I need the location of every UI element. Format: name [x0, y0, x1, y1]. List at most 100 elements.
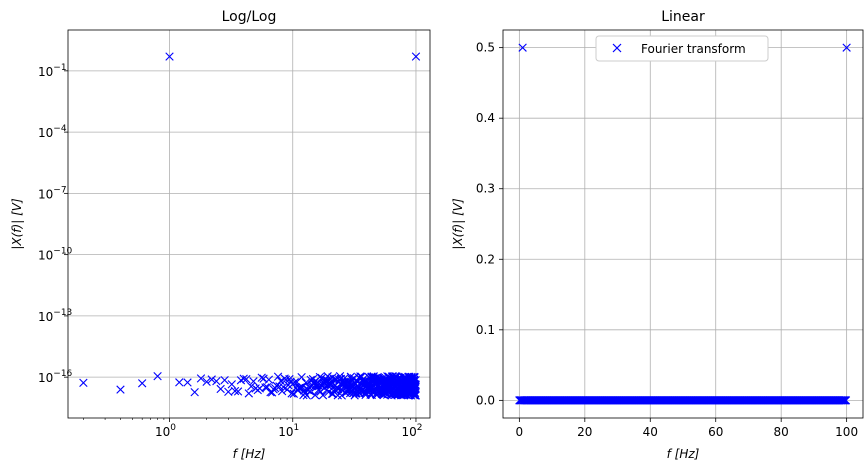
linear-axes-frame — [503, 30, 863, 418]
loglog-data-point — [175, 378, 184, 387]
loglog-y-tick-exponent: −4 — [53, 124, 67, 134]
loglog-data-point — [244, 389, 253, 398]
legend-marker — [612, 43, 622, 53]
loglog-peak-point — [411, 52, 421, 61]
loglog-data-point — [249, 377, 258, 386]
loglog-axes-frame — [68, 30, 430, 418]
loglog-data-point — [183, 378, 192, 387]
loglog-y-tick-exponent: −10 — [53, 247, 72, 257]
linear-tick-labels: 0 20 40 60 80 100 0.0 0.1 0.2 0.3 0.4 0.5 — [476, 41, 858, 439]
loglog-data-point — [281, 375, 291, 384]
loglog-data-point — [190, 387, 199, 397]
loglog-data-point — [270, 384, 280, 393]
loglog-data-point — [411, 391, 421, 400]
loglog-axes-border — [67, 29, 431, 419]
legend: Fourier transform — [595, 35, 769, 62]
loglog-gridlines — [68, 30, 430, 418]
loglog-data-point — [242, 374, 251, 384]
linear-peak-point — [518, 43, 527, 52]
loglog-y-tick-exponent: −13 — [53, 308, 72, 318]
legend-box — [595, 35, 769, 62]
loglog-x-tick-label: 101 — [278, 423, 299, 439]
loglog-data-point — [411, 382, 420, 391]
loglog-data-point — [411, 384, 420, 393]
loglog-data-point — [207, 375, 216, 384]
loglog-y-tick-exponent: −16 — [53, 369, 72, 379]
loglog-data-point — [297, 373, 306, 382]
loglog-y-tick-exponent: −7 — [53, 185, 66, 195]
legend-label: Fourier transform — [641, 42, 746, 56]
loglog-data-point — [287, 389, 296, 398]
linear-data-points — [515, 43, 851, 405]
loglog-data-point — [224, 387, 233, 396]
linear-tick-marks — [499, 47, 848, 422]
loglog-data-point — [279, 382, 288, 392]
linear-y-tick-label: 0.1 — [476, 323, 495, 337]
loglog-data-point — [318, 391, 328, 400]
loglog-y-tick-exponent: −1 — [53, 63, 66, 73]
linear-data-point — [841, 396, 851, 405]
loglog-data-point — [216, 384, 225, 394]
linear-y-tick-label: 0.2 — [476, 252, 495, 266]
loglog-data-point — [273, 372, 283, 381]
linear-axes-border — [502, 29, 864, 419]
loglog-y-tick-label: 10−13 — [38, 308, 72, 324]
loglog-ylabel: |X(f)| [V] — [10, 198, 24, 250]
loglog-x-tick-exponent: 1 — [294, 423, 300, 433]
linear-peak-point — [842, 43, 851, 52]
loglog-data-point — [259, 374, 268, 383]
loglog-title: Log/Log — [222, 9, 277, 25]
loglog-data-points — [79, 52, 421, 400]
loglog-data-point — [79, 378, 88, 388]
loglog-data-point — [116, 385, 125, 394]
loglog-data-point — [233, 387, 243, 396]
loglog-data-point — [196, 374, 206, 383]
loglog-xlabel: f [Hz] — [233, 447, 266, 461]
linear-y-tick-label: 0.4 — [476, 111, 495, 125]
loglog-data-point — [246, 382, 256, 391]
loglog-data-point — [315, 372, 325, 382]
loglog-data-point — [411, 380, 420, 390]
loglog-y-tick-label: 10−4 — [38, 124, 67, 140]
linear-x-tick-label: 60 — [708, 425, 723, 439]
loglog-x-tick-label: 102 — [401, 423, 422, 439]
loglog-data-point — [310, 390, 320, 400]
loglog-data-point — [220, 375, 229, 385]
linear-y-tick-label: 0.3 — [476, 182, 495, 196]
loglog-data-point — [153, 372, 162, 381]
loglog-data-point — [285, 374, 294, 384]
loglog-y-tick-label: 10−10 — [38, 247, 73, 263]
loglog-y-tick-label: 10−16 — [38, 369, 73, 385]
loglog-data-point — [202, 377, 211, 387]
loglog-peak-point — [165, 52, 174, 61]
linear-y-tick-label: 0.5 — [476, 41, 495, 55]
loglog-data-point — [137, 379, 147, 388]
loglog-data-point — [410, 373, 419, 382]
loglog-x-tick-exponent: 2 — [417, 423, 423, 433]
loglog-y-tick-label: 10−1 — [38, 63, 67, 79]
linear-panel: 0 20 40 60 80 100 0.0 0.1 0.2 0.3 0.4 0.5 Linear f … — [451, 9, 864, 461]
loglog-data-point — [227, 380, 236, 389]
linear-title: Linear — [661, 9, 705, 25]
loglog-data-point — [264, 375, 274, 384]
loglog-data-point — [276, 376, 285, 386]
loglog-data-point — [257, 373, 266, 382]
loglog-tick-marks — [64, 70, 417, 422]
loglog-data-point — [230, 386, 240, 396]
linear-x-tick-label: 100 — [835, 425, 858, 439]
linear-xlabel: f [Hz] — [667, 447, 700, 461]
loglog-data-point — [301, 378, 311, 387]
loglog-data-point — [239, 374, 248, 383]
linear-y-tick-label: 0.0 — [476, 393, 495, 407]
loglog-data-point — [410, 391, 420, 400]
linear-x-tick-label: 0 — [516, 425, 524, 439]
linear-ylabel: |X(f)| [V] — [451, 198, 465, 250]
linear-x-tick-label: 80 — [774, 425, 789, 439]
linear-x-tick-label: 40 — [643, 425, 658, 439]
loglog-y-tick-label: 10−7 — [38, 185, 67, 201]
loglog-x-tick-exponent: 0 — [170, 423, 176, 433]
loglog-x-tick-label: 100 — [155, 423, 176, 439]
linear-x-tick-label: 20 — [577, 425, 592, 439]
